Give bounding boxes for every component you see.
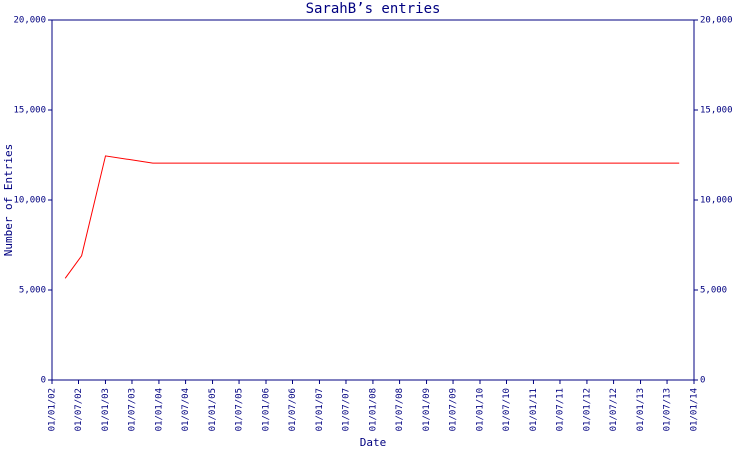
x-tick-label: 01/01/06 [262, 388, 272, 431]
x-tick-label: 01/07/11 [555, 388, 565, 431]
y-tick-label: 5,000 [19, 286, 46, 296]
x-tick-label: 01/01/03 [101, 388, 111, 431]
y-tick-label: 20,000 [13, 16, 46, 26]
y2-tick-label: 15,000 [700, 106, 733, 116]
x-tick-label: 01/07/13 [663, 388, 673, 431]
y2-tick-label: 20,000 [700, 16, 733, 26]
x-tick-label: 01/07/08 [395, 388, 405, 431]
x-tick-label: 01/01/11 [529, 388, 539, 431]
x-tick-label: 01/07/04 [181, 388, 191, 431]
x-tick-label: 01/01/05 [208, 388, 218, 431]
x-tick-label: 01/07/05 [235, 388, 245, 431]
x-tick-label: 01/01/02 [48, 388, 58, 431]
y2-tick-label: 10,000 [700, 196, 733, 206]
x-tick-label: 01/01/14 [690, 388, 700, 431]
y-tick-label: 10,000 [13, 196, 46, 206]
y-tick-label: 0 [41, 376, 46, 386]
x-axis-label: Date [360, 436, 387, 449]
x-tick-label: 01/07/12 [609, 388, 619, 431]
x-tick-label: 01/01/10 [476, 388, 486, 431]
y2-tick-label: 5,000 [700, 286, 727, 296]
x-tick-label: 01/01/12 [582, 388, 592, 431]
x-tick-label: 01/01/13 [636, 388, 646, 431]
y-axis-label: Number of Entries [2, 144, 15, 257]
x-tick-label: 01/01/07 [315, 388, 325, 431]
x-tick-label: 01/07/09 [449, 388, 459, 431]
y2-tick-label: 0 [700, 376, 705, 386]
plot-frame [51, 19, 695, 381]
x-tick-label: 01/01/04 [154, 388, 164, 431]
x-tick-label: 01/01/08 [368, 388, 378, 431]
x-tick-label: 01/07/02 [74, 388, 84, 431]
x-tick-label: 01/07/03 [127, 388, 137, 431]
chart-title: SarahB’s entries [306, 1, 441, 17]
x-tick-label: 01/07/06 [288, 388, 298, 431]
y-tick-label: 15,000 [13, 106, 46, 116]
x-tick-label: 01/07/07 [341, 388, 351, 431]
x-tick-label: 01/07/10 [502, 388, 512, 431]
data-line [64, 155, 680, 279]
x-tick-label: 01/01/09 [422, 388, 432, 431]
